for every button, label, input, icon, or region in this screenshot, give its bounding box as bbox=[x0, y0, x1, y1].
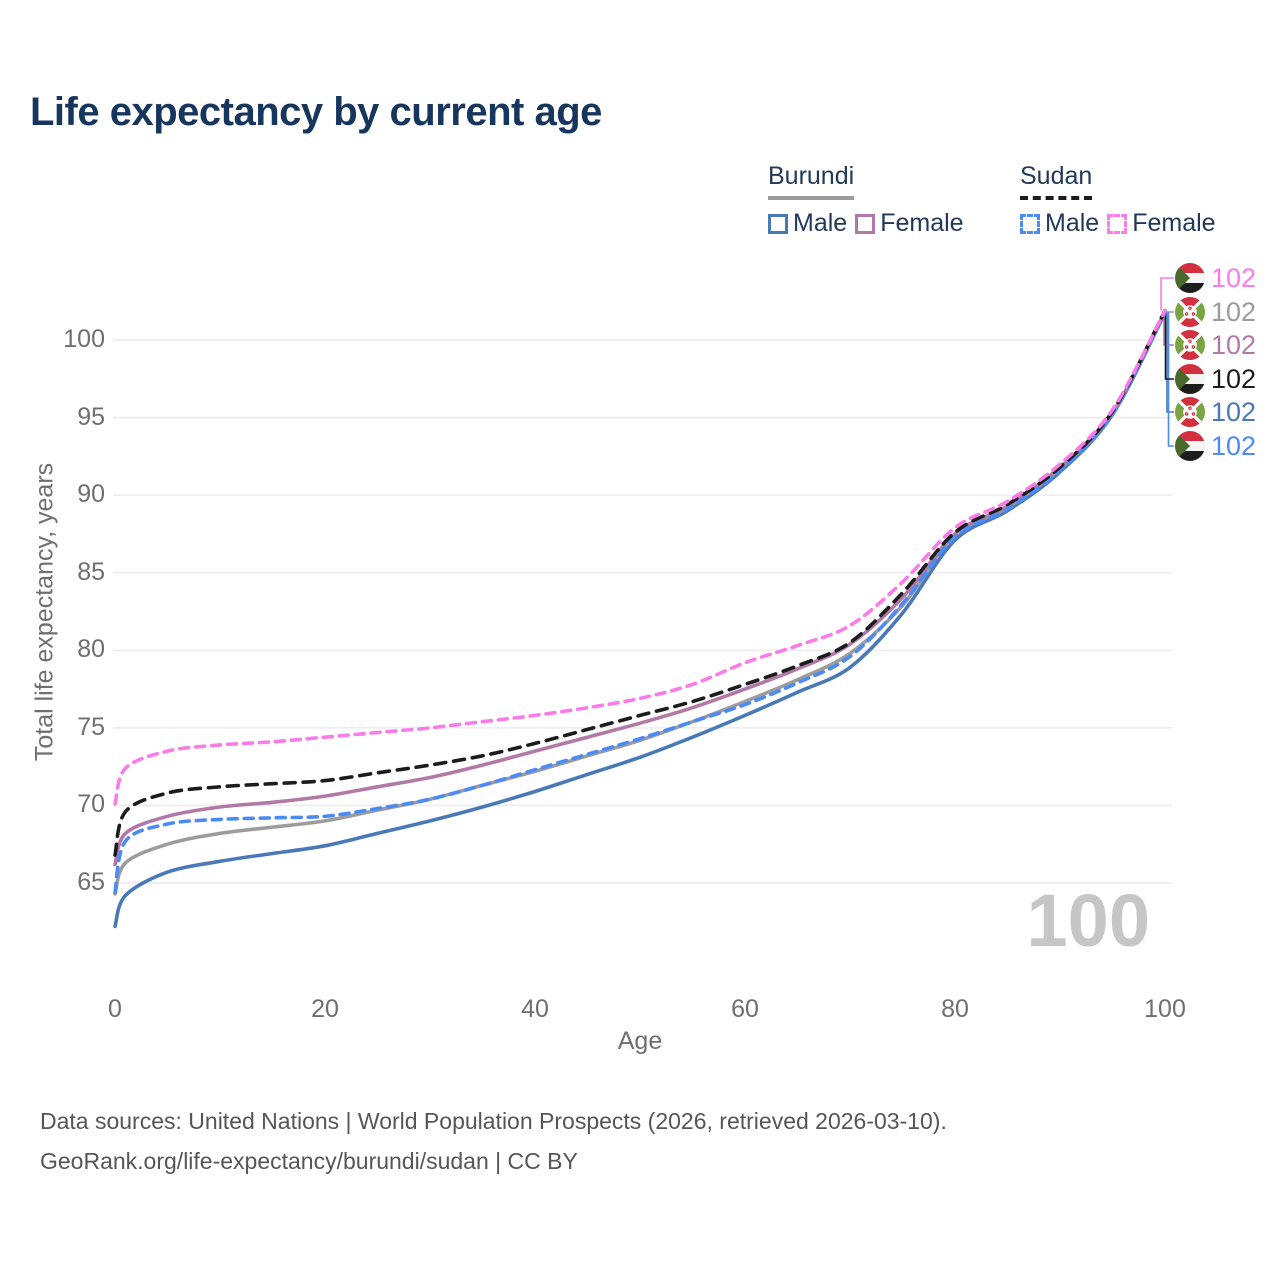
sudan-flag-icon bbox=[1175, 263, 1205, 293]
series-line-sudan[interactable] bbox=[113, 308, 1167, 857]
end-label-burundi: 102 bbox=[1175, 296, 1256, 328]
y-tick-label: 95 bbox=[77, 403, 105, 431]
y-tick-label: 85 bbox=[77, 558, 105, 586]
end-value: 102 bbox=[1211, 329, 1257, 360]
series-line-sudan-male[interactable] bbox=[113, 310, 1167, 895]
burundi-flag-icon bbox=[1175, 397, 1205, 427]
y-tick-label: 80 bbox=[77, 635, 105, 663]
series-line-burundi[interactable] bbox=[113, 310, 1167, 896]
end-value: 102 bbox=[1211, 296, 1257, 327]
leader-line bbox=[1160, 277, 1174, 311]
end-value: 102 bbox=[1211, 363, 1257, 394]
end-value: 102 bbox=[1211, 262, 1257, 293]
leader-line bbox=[1166, 312, 1174, 413]
end-label-burundi-male: 102 bbox=[1175, 396, 1256, 428]
leader-line bbox=[1164, 310, 1174, 380]
legend-item-label: Male bbox=[793, 209, 848, 237]
legend-group-burundi: Burundi Male Female bbox=[768, 162, 964, 238]
attribution-text: GeoRank.org/life-expectancy/burundi/suda… bbox=[40, 1148, 578, 1174]
y-tick-label: 70 bbox=[77, 790, 105, 818]
leader-line bbox=[1167, 312, 1174, 447]
y-tick-label: 90 bbox=[77, 480, 105, 508]
y-tick-label: 65 bbox=[77, 868, 105, 896]
y-tick-label: 100 bbox=[63, 325, 105, 353]
end-label-burundi-female: 102 bbox=[1175, 329, 1256, 361]
end-label-sudan-male: 102 bbox=[1175, 430, 1256, 462]
page-title: Life expectancy by current age bbox=[30, 90, 602, 134]
legend-country-burundi[interactable]: Burundi bbox=[768, 162, 855, 200]
legend-item-label: Male bbox=[1045, 209, 1100, 237]
legend-item-burundi-female[interactable]: Female bbox=[855, 209, 964, 238]
sudan-male-swatch bbox=[1020, 213, 1040, 234]
series-line-sudan-female[interactable] bbox=[113, 308, 1167, 806]
leader-line bbox=[1163, 312, 1174, 346]
x-tick-label: 100 bbox=[1144, 995, 1186, 1023]
legend-group-sudan: Sudan Male Female bbox=[1020, 162, 1216, 238]
legend-item-label: Female bbox=[1132, 209, 1216, 237]
burundi-male-swatch bbox=[768, 213, 788, 234]
burundi-flag-icon bbox=[1175, 297, 1205, 327]
legend-item-burundi-male[interactable]: Male bbox=[768, 209, 847, 238]
legend-country-sudan[interactable]: Sudan bbox=[1020, 162, 1093, 200]
sudan-flag-icon bbox=[1175, 431, 1205, 461]
data-sources-text: Data sources: United Nations | World Pop… bbox=[40, 1108, 947, 1134]
x-tick-label: 40 bbox=[521, 995, 549, 1023]
series-line-burundi-male[interactable] bbox=[113, 311, 1167, 929]
end-value: 102 bbox=[1211, 396, 1257, 427]
series-line-burundi-female[interactable] bbox=[113, 310, 1167, 867]
end-value: 102 bbox=[1211, 430, 1257, 461]
sudan-flag-icon bbox=[1175, 364, 1205, 394]
end-label-sudan-female: 102 bbox=[1175, 262, 1256, 294]
y-tick-label: 75 bbox=[77, 713, 105, 741]
burundi-flag-icon bbox=[1175, 330, 1205, 360]
legend-item-sudan-male[interactable]: Male bbox=[1020, 209, 1099, 238]
x-tick-label: 20 bbox=[311, 995, 339, 1023]
x-tick-label: 0 bbox=[108, 995, 122, 1023]
x-tick-label: 80 bbox=[941, 995, 969, 1023]
legend-item-label: Female bbox=[880, 209, 964, 237]
end-label-sudan: 102 bbox=[1175, 363, 1256, 395]
sudan-female-swatch bbox=[1107, 213, 1128, 234]
age-frame-watermark: 100 bbox=[1026, 879, 1150, 962]
burundi-female-swatch bbox=[855, 213, 876, 234]
legend-item-sudan-female[interactable]: Female bbox=[1107, 209, 1216, 238]
x-axis-title: Age bbox=[617, 1027, 663, 1055]
x-tick-label: 60 bbox=[731, 995, 759, 1023]
